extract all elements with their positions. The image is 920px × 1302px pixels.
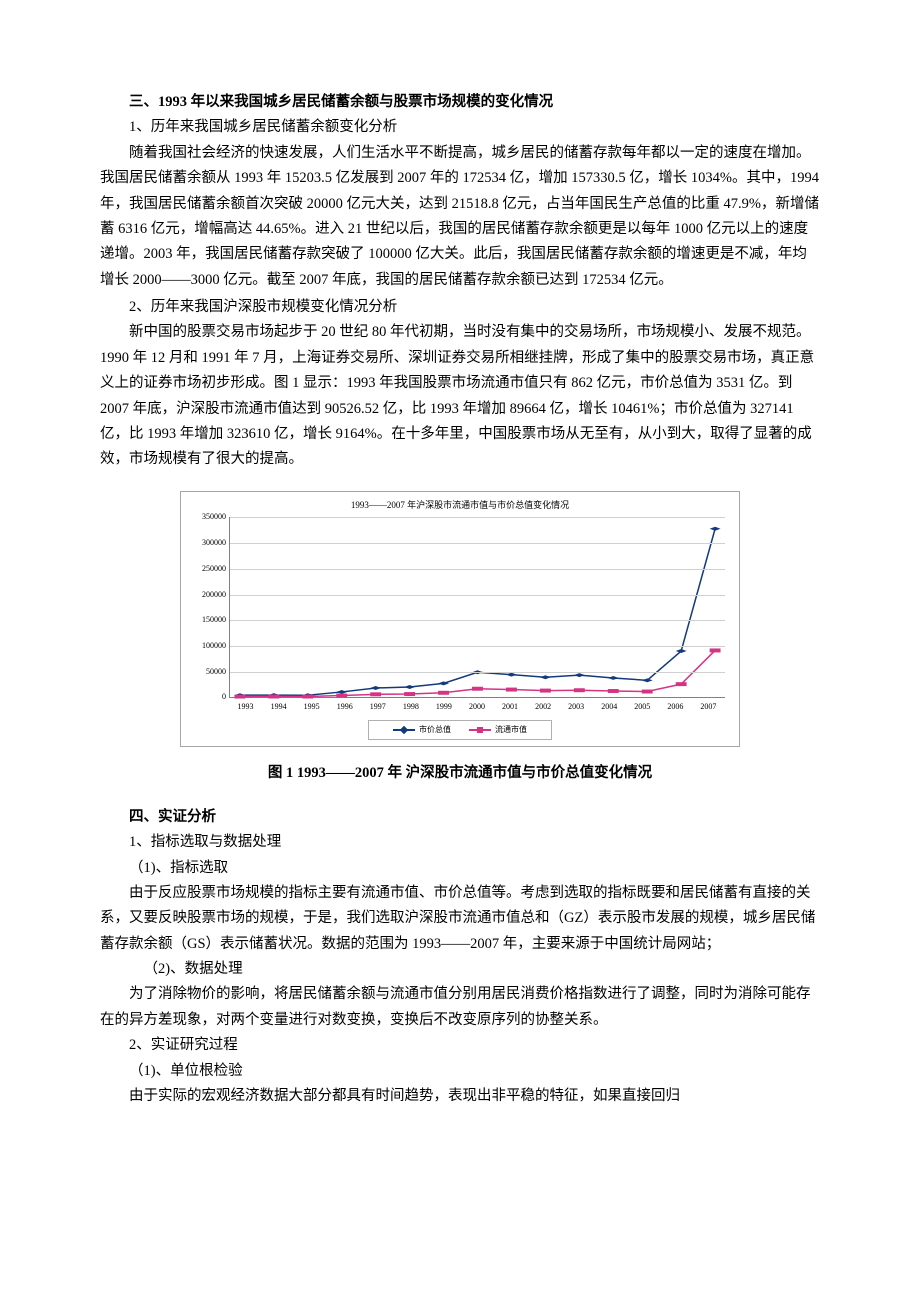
section4-sub1-2-p: 为了消除物价的影响，将居民储蓄余额与流通市值分别用居民消费价格指数进行了调整，同…: [100, 982, 820, 1033]
chart-svg: [230, 517, 725, 697]
section4-sub1-1-p: 由于反应股票市场规模的指标主要有流通市值、市价总值等。考虑到选取的指标既要和居民…: [100, 881, 820, 957]
section3-sub2-title: 2、历年来我国沪深股市规模变化情况分析: [100, 295, 820, 320]
section3-sub1-title: 1、历年来我国城乡居民储蓄余额变化分析: [100, 115, 820, 140]
legend-item-total: 市价总值: [393, 723, 451, 737]
section4-sub2-1-p: 由于实际的宏观经济数据大部分都具有时间趋势，表现出非平稳的特征，如果直接回归: [100, 1084, 820, 1109]
diamond-icon: [400, 726, 408, 734]
section4-sub1-1-label: （1)、指标选取: [100, 856, 820, 881]
square-icon: [477, 727, 483, 733]
legend-item-circ: 流通市值: [469, 723, 527, 737]
section3-sub1-p1: 随着我国社会经济的快速发展，人们生活水平不断提高，城乡居民的储蓄存款每年都以一定…: [100, 141, 820, 293]
chart-x-labels: 1993199419951996199719981999200020012002…: [229, 700, 725, 714]
section4-sub1: 1、指标选取与数据处理: [100, 830, 820, 855]
legend-label-total: 市价总值: [419, 723, 451, 737]
chart-caption: 图 1 1993——2007 年 沪深股市流通市值与市价总值变化情况: [100, 761, 820, 786]
chart-title: 1993——2007 年沪深股市流通市值与市价总值变化情况: [189, 498, 731, 514]
section3-sub2-p1: 新中国的股票交易市场起步于 20 世纪 80 年代初期，当时没有集中的交易场所，…: [100, 320, 820, 472]
section4-sub1-2-label: （2)、数据处理: [100, 957, 820, 982]
legend-label-circ: 流通市值: [495, 723, 527, 737]
section3-heading: 三、1993 年以来我国城乡居民储蓄余额与股票市场规模的变化情况: [100, 90, 820, 115]
chart-plot-area: 0500001000001500002000002500003000003500…: [229, 517, 725, 698]
legend-line-total: [393, 729, 415, 731]
chart-legend: 市价总值 流通市值: [368, 720, 552, 740]
section4-heading: 四、实证分析: [100, 805, 820, 830]
chart-container: 1993——2007 年沪深股市流通市值与市价总值变化情况 0500001000…: [180, 491, 740, 748]
section4-sub2-1-label: （1)、单位根检验: [100, 1059, 820, 1084]
section4-sub2: 2、实证研究过程: [100, 1033, 820, 1058]
legend-line-circ: [469, 729, 491, 731]
